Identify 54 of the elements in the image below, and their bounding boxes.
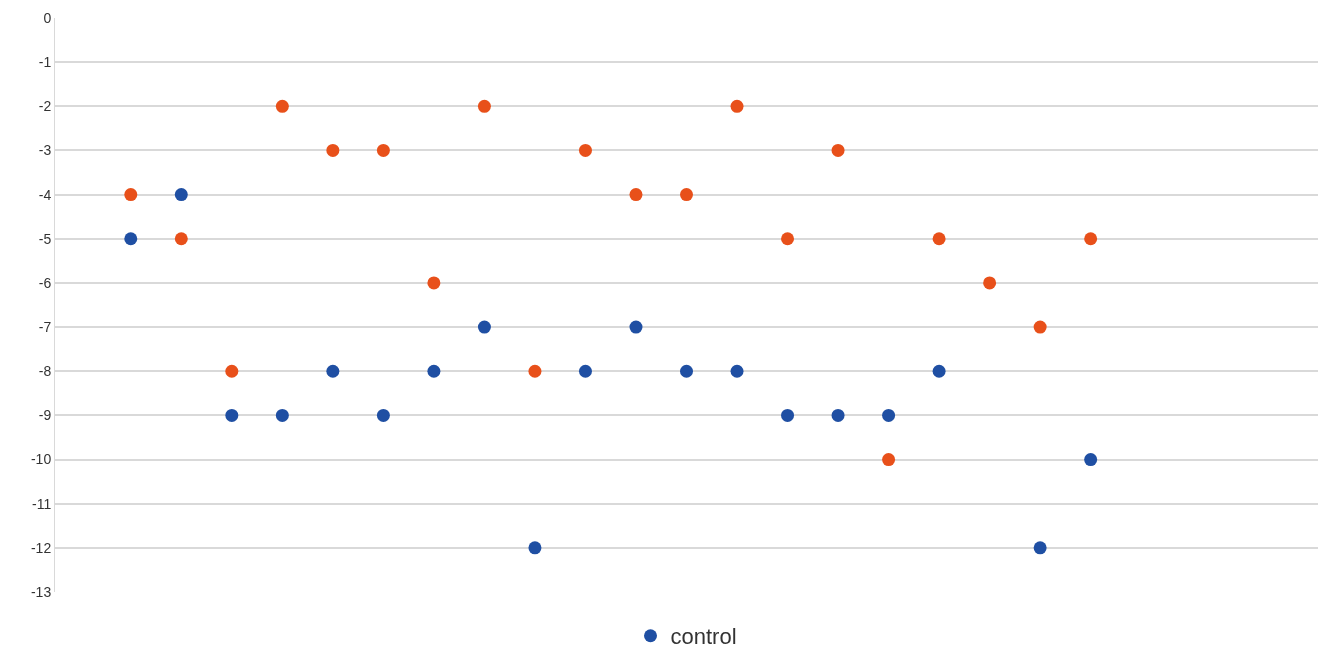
y-tick-label: -1 [38,54,52,71]
point [932,364,946,378]
point [174,232,188,246]
point [983,276,997,290]
y-tick-label: -6 [38,274,52,291]
point [528,541,542,555]
point [1084,232,1098,246]
legend-label: control [670,624,737,650]
point [882,453,896,467]
point [528,364,542,378]
point [730,364,744,378]
point [477,320,491,334]
point [781,232,795,246]
point [427,364,441,378]
point [629,188,643,202]
y-tick-label: -5 [38,230,52,247]
point [275,408,289,422]
y-tick-label: -10 [30,451,52,468]
point [174,188,188,202]
point [680,188,693,202]
point [376,408,390,422]
point [831,143,845,157]
point [882,408,896,422]
y-tick-label: -3 [38,142,52,159]
y-tick-label: -9 [38,407,52,424]
point [680,364,693,378]
point [427,276,441,290]
point [1084,453,1098,467]
point [376,143,390,157]
point [578,143,592,157]
point [1033,320,1047,334]
point [275,99,289,113]
point [326,143,340,157]
point [831,408,845,422]
y-tick-label: -7 [38,318,52,335]
point [124,188,138,202]
point [730,99,744,113]
point [225,364,239,378]
point [932,232,946,246]
point [225,408,239,422]
y-tick-label: -8 [38,363,52,380]
y-tick-label: -13 [30,583,52,600]
y-tick-label: 0 [43,9,52,26]
point [781,408,795,422]
y-tick-label: -4 [38,186,52,203]
point [629,320,643,334]
point [124,232,138,246]
point [578,364,592,378]
point [326,364,340,378]
y-tick-label: -11 [32,495,52,512]
y-tick-label: -12 [30,539,52,556]
point [477,99,491,113]
y-tick-label: -2 [38,98,52,115]
point [1033,541,1047,555]
